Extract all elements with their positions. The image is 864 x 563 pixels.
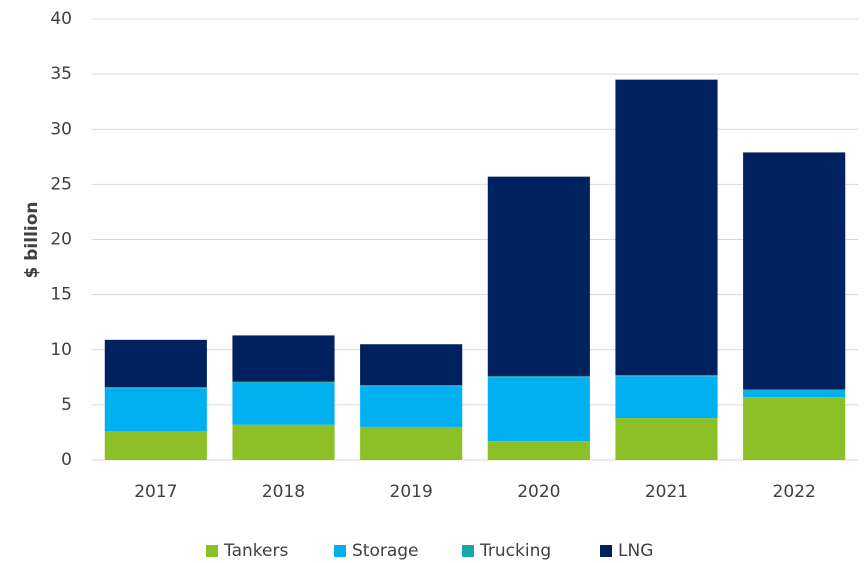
bar-segment xyxy=(360,385,463,387)
bar-segment xyxy=(487,377,590,442)
x-tick-label: 2019 xyxy=(390,482,433,502)
bar-segment xyxy=(615,79,718,376)
legend-label: LNG xyxy=(618,541,653,561)
bar-segment xyxy=(360,426,463,460)
y-tick-label: 40 xyxy=(50,9,72,29)
legend-label: Storage xyxy=(352,541,419,561)
bar-segment xyxy=(743,397,846,460)
legend-swatch xyxy=(334,545,346,557)
legend-label: Trucking xyxy=(479,541,551,561)
bar-segment xyxy=(232,424,335,460)
y-tick-label: 30 xyxy=(50,119,72,139)
bar-segment xyxy=(615,375,718,377)
y-tick-label: 35 xyxy=(50,64,72,84)
y-tick-label: 20 xyxy=(50,230,72,250)
bar-segment xyxy=(615,418,718,460)
legend-swatch xyxy=(462,545,474,557)
y-tick-label: 15 xyxy=(50,285,72,305)
bar-segment xyxy=(487,176,590,377)
y-axis-title: $ billion xyxy=(22,201,42,278)
bar-segment xyxy=(104,339,207,388)
bar-segment xyxy=(743,152,846,390)
legend-swatch xyxy=(206,545,218,557)
bar-segment xyxy=(232,335,335,382)
bar-segment xyxy=(360,386,463,427)
bar-segment xyxy=(360,344,463,386)
bar-segment xyxy=(104,388,207,432)
y-tick-label: 25 xyxy=(50,174,72,194)
bar-segment xyxy=(487,441,590,460)
bar-segment xyxy=(615,376,718,419)
y-tick-label: 0 xyxy=(61,450,72,470)
bar-segment xyxy=(743,389,846,391)
x-tick-label: 2021 xyxy=(645,482,688,502)
legend-label: Tankers xyxy=(223,541,288,561)
bar-segment xyxy=(232,381,335,383)
bar-segment xyxy=(104,387,207,389)
x-tick-label: 2022 xyxy=(773,482,816,502)
bar-segment xyxy=(743,390,846,398)
y-tick-label: 5 xyxy=(61,395,72,415)
bar-segment xyxy=(232,382,335,425)
legend-swatch xyxy=(600,545,612,557)
bar-segment xyxy=(104,431,207,460)
x-tick-label: 2020 xyxy=(517,482,560,502)
x-tick-label: 2018 xyxy=(262,482,305,502)
bar-segment xyxy=(487,376,590,378)
y-tick-label: 10 xyxy=(50,340,72,360)
x-tick-label: 2017 xyxy=(134,482,177,502)
